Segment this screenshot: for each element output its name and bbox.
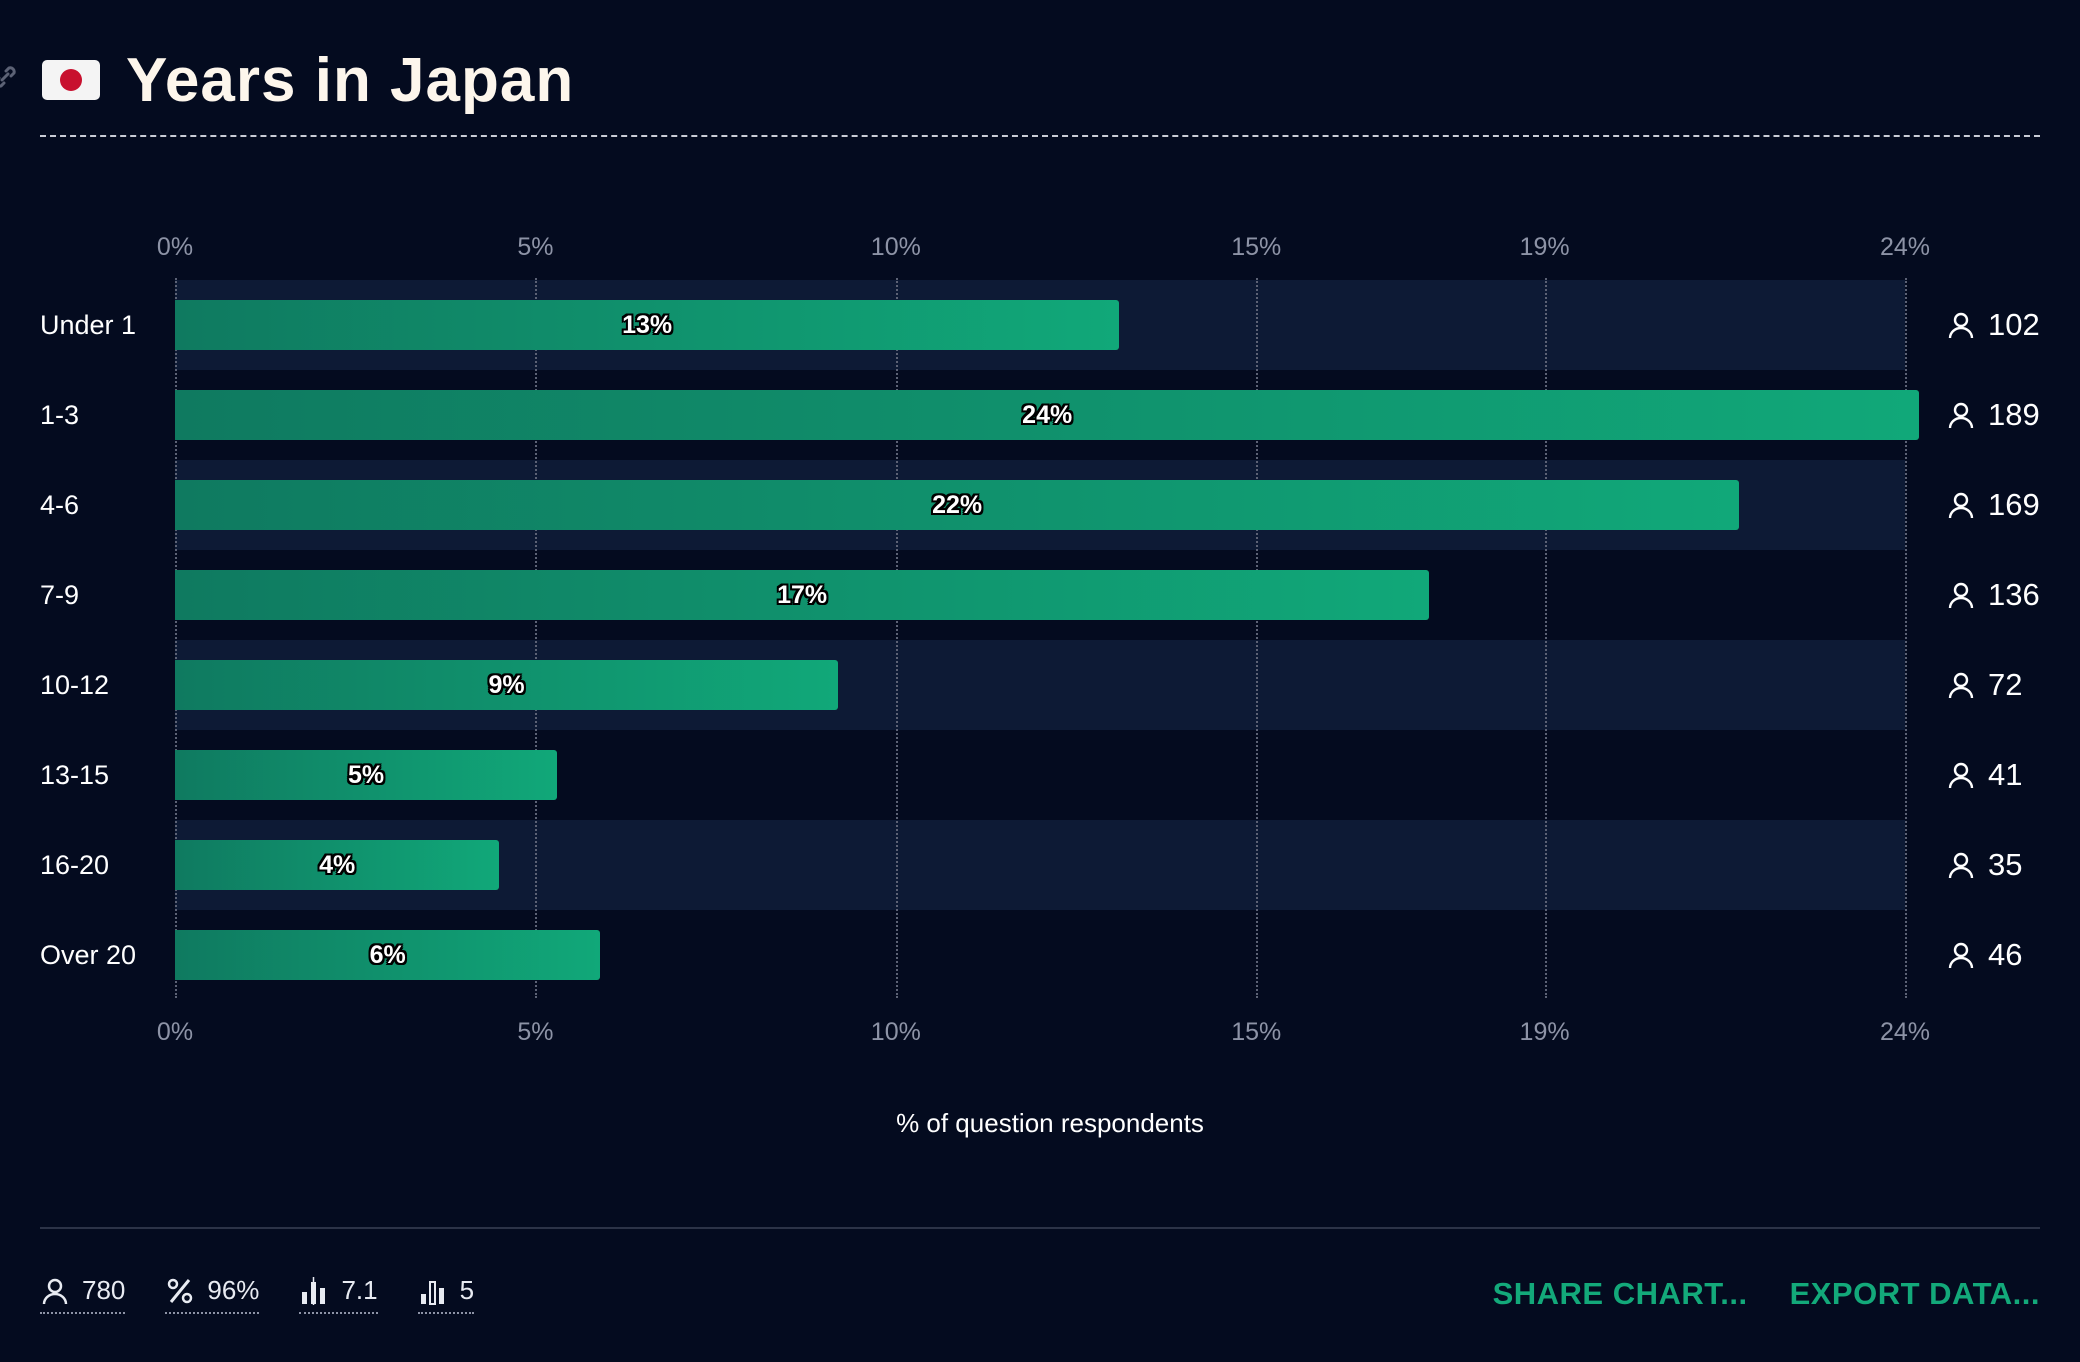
user-icon (1948, 492, 1974, 519)
user-icon (1948, 672, 1974, 699)
stats-bar: 780 96% 7.1 5 (40, 1275, 475, 1314)
respondent-count: 189 (1948, 395, 2040, 435)
x-tick-label-top: 19% (1519, 233, 1570, 261)
x-tick-label-top: 0% (156, 233, 194, 261)
respondent-count-value: 35 (1988, 847, 2023, 882)
respondent-count-value: 41 (1988, 757, 2023, 792)
bar-value-label: 4% (319, 851, 356, 879)
chart-actions: SHARE CHART... EXPORT DATA... (1493, 1276, 2040, 1312)
gridline (895, 278, 898, 998)
gridline (1905, 278, 1907, 998)
bar[interactable]: 9% (175, 660, 839, 710)
bar-value-label: 6% (369, 941, 406, 969)
x-tick-label-bottom: 0% (156, 1018, 194, 1046)
respondents-value: 780 (82, 1275, 126, 1305)
x-tick-label-bottom: 10% (870, 1018, 921, 1046)
user-icon (42, 1278, 68, 1304)
response-rate-value: 96% (207, 1275, 260, 1305)
x-tick-label-top: 24% (1879, 233, 1931, 261)
bar[interactable]: 13% (175, 300, 1120, 350)
bar[interactable]: 22% (175, 480, 1740, 530)
respondents-stat[interactable]: 780 (40, 1275, 126, 1314)
respondent-count-value: 169 (1988, 487, 2040, 522)
bar[interactable]: 4% (175, 840, 500, 890)
category-label: Under 1 (40, 310, 137, 340)
bar-value-label: 22% (932, 491, 983, 519)
gridline (1544, 278, 1547, 998)
respondent-count-value: 189 (1988, 397, 2040, 432)
bar-value-label: 17% (777, 581, 828, 609)
mode-chart-icon (420, 1280, 444, 1305)
respondent-count: 169 (1948, 485, 2040, 525)
x-tick-label-bottom: 19% (1519, 1018, 1570, 1046)
user-icon (1948, 942, 1974, 969)
bar[interactable]: 24% (175, 390, 1920, 440)
x-tick-label-top: 15% (1231, 233, 1282, 261)
category-label: 7-9 (40, 580, 80, 610)
median-chart-icon (302, 1276, 326, 1305)
user-icon (1948, 402, 1974, 429)
bar[interactable]: 6% (175, 930, 601, 980)
gridline (535, 278, 538, 998)
respondent-count: 72 (1948, 665, 2022, 705)
median-value: 7.1 (341, 1275, 378, 1305)
share-chart-button[interactable]: SHARE CHART... (1492, 1276, 1748, 1311)
category-label: 16-20 (40, 850, 110, 880)
x-tick-label-bottom: 15% (1231, 1018, 1282, 1046)
respondent-count: 46 (1948, 935, 2022, 975)
category-label: 1-3 (40, 400, 80, 430)
chart-header: Years in Japan (40, 40, 574, 120)
category-label: 10-12 (40, 670, 110, 700)
japan-flag-icon (42, 60, 100, 100)
respondent-count: 102 (1948, 305, 2040, 345)
category-label: Over 20 (40, 940, 137, 970)
gridline (1256, 278, 1259, 998)
x-tick-label-bottom: 24% (1879, 1018, 1931, 1046)
bar-value-label: 24% (1022, 401, 1073, 429)
x-axis-title: % of question respondents (896, 1108, 1204, 1138)
user-icon (1948, 762, 1974, 789)
category-label: 13-15 (40, 760, 110, 790)
category-label: 4-6 (40, 490, 80, 520)
bar-value-label: 5% (347, 761, 385, 789)
respondent-count: 136 (1948, 575, 2040, 615)
respondent-count-value: 72 (1988, 667, 2023, 702)
mode-value: 5 (459, 1275, 475, 1305)
respondent-count-value: 136 (1988, 577, 2040, 612)
median-stat[interactable]: 7.1 (299, 1275, 378, 1314)
bar-value-label: 9% (488, 671, 525, 699)
respondent-count-value: 102 (1988, 307, 2040, 342)
bar-value-label: 13% (622, 311, 673, 339)
user-icon (1948, 852, 1974, 879)
user-icon (1948, 582, 1974, 609)
x-tick-label-top: 5% (517, 233, 554, 261)
export-data-button[interactable]: EXPORT DATA... (1789, 1276, 2040, 1311)
response-rate-stat[interactable]: 96% (165, 1275, 260, 1314)
footer-divider (40, 1227, 2040, 1229)
user-icon (1948, 312, 1974, 339)
mode-stat[interactable]: 5 (417, 1275, 475, 1314)
bar[interactable]: 17% (175, 570, 1430, 620)
gridline (175, 278, 177, 998)
respondent-count-value: 46 (1988, 937, 2023, 972)
x-tick-label-bottom: 5% (517, 1018, 554, 1046)
bar[interactable]: 5% (175, 750, 558, 800)
x-tick-label-top: 10% (870, 233, 921, 261)
title-divider (40, 135, 2040, 137)
percent-icon (168, 1278, 193, 1303)
link-icon[interactable] (0, 62, 20, 92)
respondent-count: 41 (1948, 755, 2022, 795)
respondent-count: 35 (1948, 845, 2022, 885)
page-title: Years in Japan (126, 45, 575, 115)
